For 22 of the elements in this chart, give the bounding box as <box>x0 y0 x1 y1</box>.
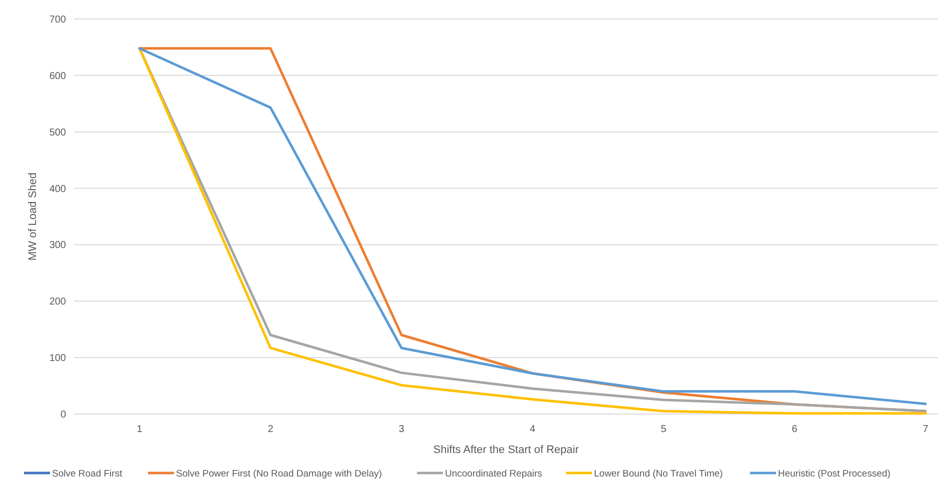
legend-label: Heuristic (Post Processed) <box>778 468 890 480</box>
x-tick-label: 6 <box>792 424 798 435</box>
x-tick-label: 7 <box>922 424 929 435</box>
x-tick-label: 4 <box>530 424 536 435</box>
x-tick-label: 5 <box>660 424 667 435</box>
x-tick-label: 3 <box>398 424 405 435</box>
y-tick-label: 0 <box>60 410 66 420</box>
x-tick-label: 2 <box>268 424 274 435</box>
legend-label: Uncoordinated Repairs <box>445 468 542 480</box>
y-tick-label: 700 <box>49 14 66 26</box>
y-tick-label: 100 <box>49 353 66 364</box>
y-tick-label: 200 <box>49 296 66 308</box>
y-tick-label: 600 <box>49 70 66 82</box>
x-axis-title: Shifts After the Start of Repair <box>433 444 580 456</box>
legend-label: Solve Power First (No Road Damage with Delay) <box>176 468 382 480</box>
y-tick-label: 500 <box>49 127 66 138</box>
x-tick-label: 1 <box>136 424 143 435</box>
legend-label: Solve Road First <box>52 468 123 480</box>
y-axis-title: MW of Load Shed <box>27 172 39 261</box>
y-tick-label: 400 <box>49 184 66 195</box>
legend-label: Lower Bound (No Travel Time) <box>594 468 723 480</box>
y-tick-label: 300 <box>49 240 66 252</box>
